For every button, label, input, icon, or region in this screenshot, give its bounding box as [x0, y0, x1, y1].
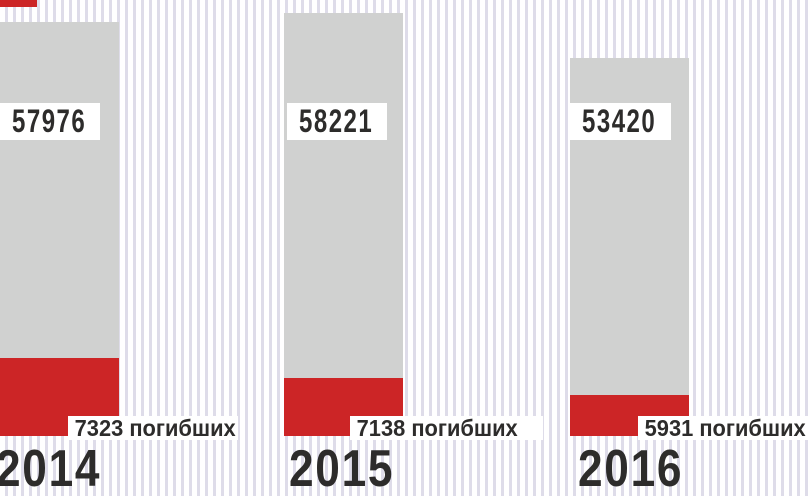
- deaths-label-2014: 7323 погибших: [74, 416, 236, 440]
- deaths-label-box-2016: 5931 погибших: [638, 416, 809, 440]
- year-label-2016: 2016: [578, 440, 684, 498]
- year-label-2015: 2015: [289, 440, 395, 498]
- value-label-2016: 53420: [582, 103, 657, 139]
- deaths-label-2015: 7138 погибших: [356, 416, 518, 440]
- value-label-box-2014: 57976: [0, 103, 100, 140]
- deaths-label-2016: 5931 погибших: [644, 416, 806, 440]
- value-label-box-2016: 53420: [570, 103, 671, 140]
- red-corner-mark: [0, 0, 37, 7]
- value-label-2015: 58221: [299, 103, 374, 139]
- value-label-box-2015: 58221: [287, 103, 387, 140]
- value-label-2014: 57976: [12, 103, 87, 139]
- deaths-label-box-2015: 7138 погибших: [350, 416, 543, 440]
- deaths-label-box-2014: 7323 погибших: [68, 416, 238, 440]
- bar-total-2015: [284, 13, 403, 436]
- year-label-2014: 2014: [0, 440, 102, 498]
